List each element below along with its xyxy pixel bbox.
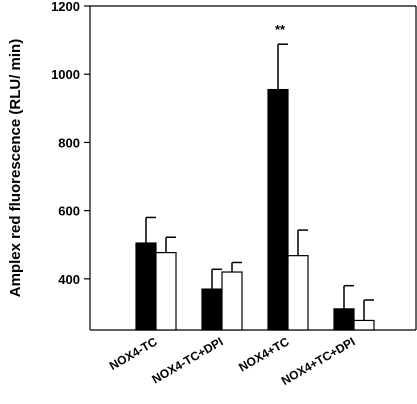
bar-0-0	[135, 242, 157, 331]
y-tick-label-0: 400	[58, 272, 80, 287]
y-ticks: 400 600 800 1000 1200	[51, 0, 90, 287]
bar-2-1	[287, 255, 309, 331]
y-tick-label-3: 1000	[51, 67, 80, 82]
bar-3-1	[353, 319, 375, 331]
significance-annotation-0: **	[275, 22, 286, 37]
bar-0-1	[155, 251, 177, 331]
bar-1-0	[201, 288, 223, 331]
x-tick-label-0: NOX4-TC	[107, 334, 160, 373]
x-tick-label-1: NOX4-TC+DPI	[149, 334, 225, 386]
x-tick-label-3: NOX4+TC+DPI	[279, 334, 358, 387]
y-tick-label-2: 800	[58, 135, 80, 150]
y-axis-label: Amplex red fluorescence (RLU/ min)	[7, 39, 24, 297]
bar-2-0	[267, 88, 289, 331]
bar-1-1	[221, 271, 243, 331]
x-tick-label-2: NOX4+TC	[236, 334, 292, 374]
bar-3-0	[333, 308, 355, 331]
y-tick-label-1: 600	[58, 204, 80, 219]
y-tick-label-4: 1200	[51, 0, 80, 14]
bars: **	[135, 22, 375, 331]
